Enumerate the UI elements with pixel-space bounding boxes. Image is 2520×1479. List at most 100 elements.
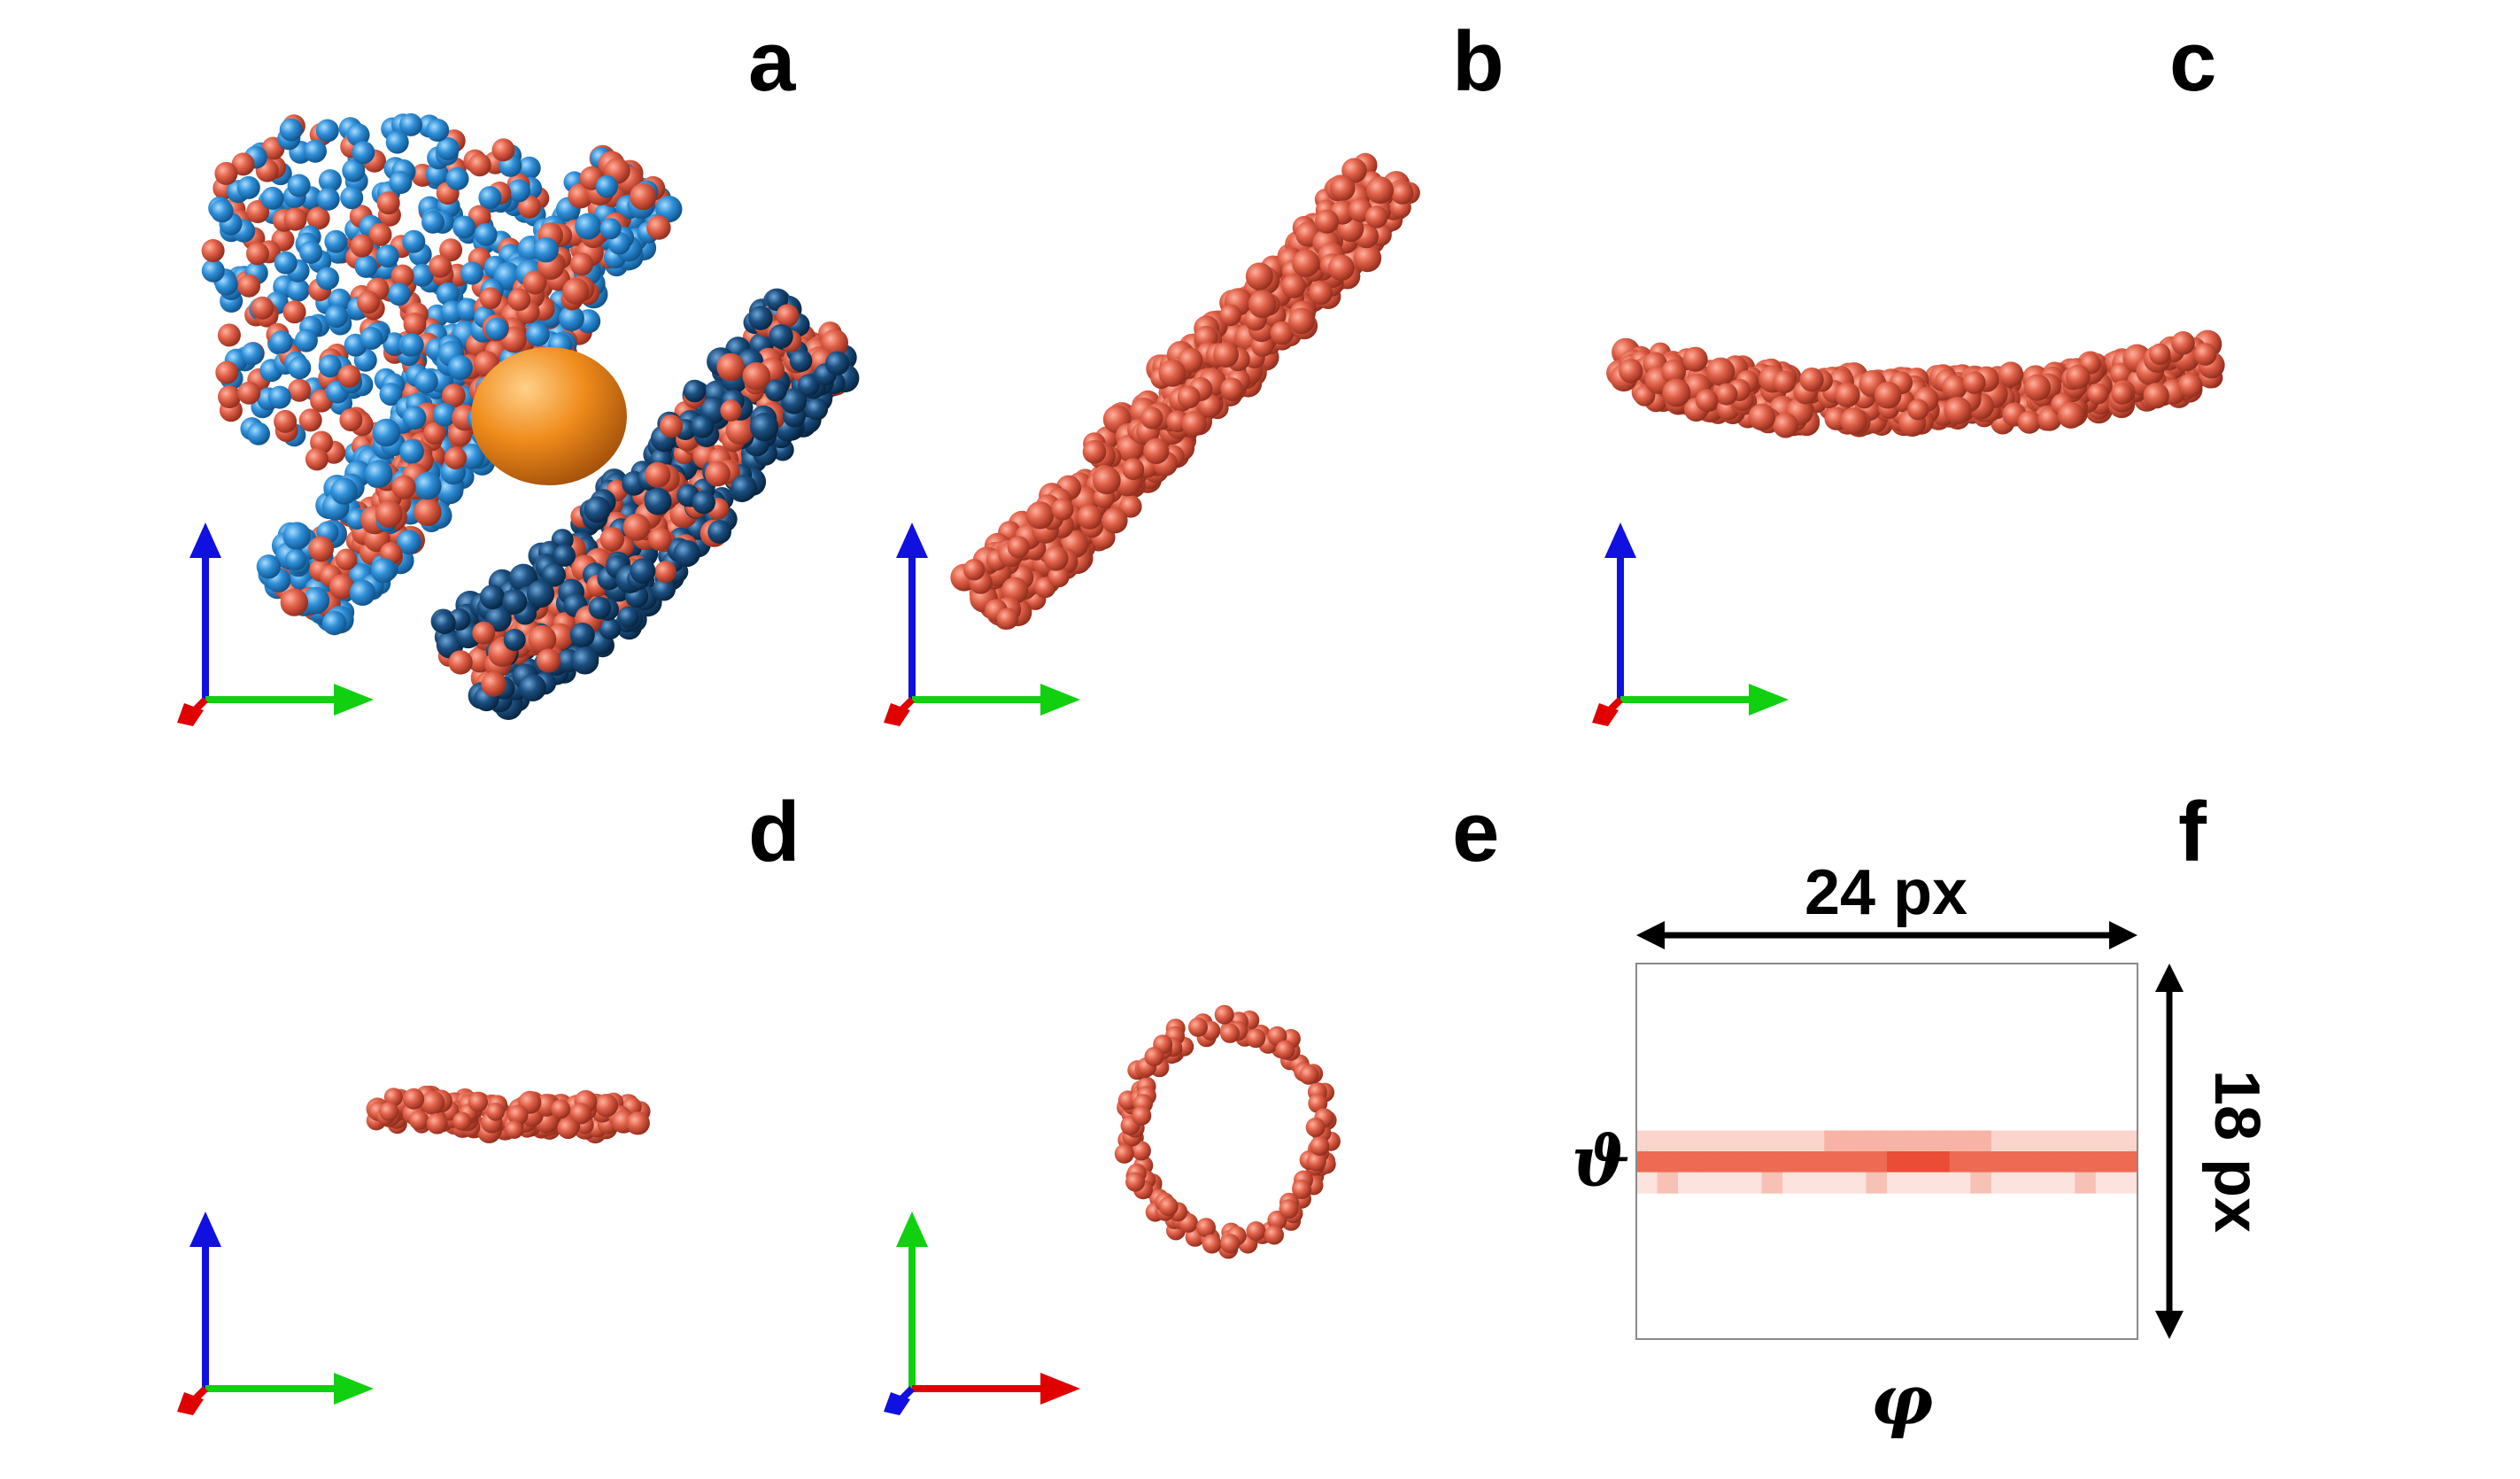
map-cell [1657,1151,1679,1173]
bead [517,156,541,180]
panel-label-f: f [2178,785,2207,879]
y-axis-arrowhead [334,1373,374,1405]
bead [1662,378,1691,407]
bead [1158,360,1187,387]
bead [247,422,270,445]
map-cell [2012,1130,2034,1152]
bead [308,536,334,562]
bead [383,1088,403,1107]
map-cell [1698,1151,1720,1173]
bead [673,539,700,568]
x-axis-arrowhead [177,703,204,726]
bead [1773,370,1797,394]
map-cell [1929,1151,1951,1173]
map-cell [2095,1172,2117,1194]
map-cell [2033,1151,2055,1173]
bead [1353,244,1382,273]
bead [2066,364,2091,390]
bead [1025,501,1055,530]
map-cell [1678,1130,1700,1152]
bead [375,500,403,528]
map-cell [2075,1151,2097,1173]
bead [1292,1180,1312,1199]
bead [750,413,779,442]
height-arrowhead-bottom [2155,1311,2184,1339]
map-cell [2053,1172,2076,1194]
bead [769,324,793,349]
bead [433,611,456,634]
projection-map-border [1635,963,2138,1340]
bead [507,1104,529,1126]
bead [2110,362,2132,385]
bead [559,306,584,331]
bead [237,274,261,298]
bead [1047,566,1070,588]
map-cell [1720,1172,1742,1194]
width-arrowhead-left [1636,921,1665,949]
bead [825,351,850,376]
bead [1942,375,1967,400]
bead [1835,382,1860,407]
z-axis-arrowhead [896,523,928,558]
bead [622,514,651,541]
bead [1220,377,1243,401]
theta-axis-label: ϑ [1572,1121,1630,1202]
bead [789,349,813,373]
bead [594,1094,618,1118]
bead [1661,359,1686,384]
bead [391,475,416,499]
map-cell [1678,1151,1700,1173]
bead [288,356,312,380]
bead [372,418,401,447]
bead [630,182,657,211]
y-axis-arrowhead [1040,684,1080,716]
bead [260,186,284,210]
bead [1177,385,1201,409]
bead [269,330,293,354]
bead [460,261,483,285]
bead [414,369,438,394]
map-cell [1949,1151,1971,1173]
map-cell [1970,1130,1992,1152]
bead [505,1120,524,1139]
bead [283,207,307,231]
bead [648,527,672,552]
map-cell [2075,1172,2097,1194]
bead [996,608,1019,630]
bead [599,218,622,240]
bead [630,558,656,585]
bead [480,585,505,610]
bead [1748,403,1776,431]
x-axis-arrowhead [884,703,910,726]
bead [1281,274,1306,298]
map-cell [1720,1151,1742,1173]
y-axis-arrowhead [896,1212,928,1247]
bead [274,251,298,275]
bead [399,439,424,464]
bead [1874,381,1902,409]
map-cell [1824,1151,1846,1173]
bead [562,277,590,305]
bead [410,263,434,287]
bead [595,175,618,198]
bead [797,374,820,397]
map-cell [1929,1130,1951,1152]
map-cell [1657,1130,1679,1152]
map-cell [1657,1172,1679,1194]
bead [1202,1234,1222,1254]
bead [236,175,260,199]
x-axis-arrowhead [1040,1373,1080,1405]
bead [1188,1017,1208,1037]
panel-a-axis-triad [177,523,374,726]
bead [533,237,559,263]
x-axis-arrowhead [177,1392,204,1415]
bead [1309,281,1333,306]
bead [315,119,339,143]
bead [282,300,306,324]
bead [448,650,473,675]
bead [429,254,452,278]
bead [654,561,676,583]
bead [503,629,526,651]
bead [2087,383,2109,405]
bead [485,317,508,340]
